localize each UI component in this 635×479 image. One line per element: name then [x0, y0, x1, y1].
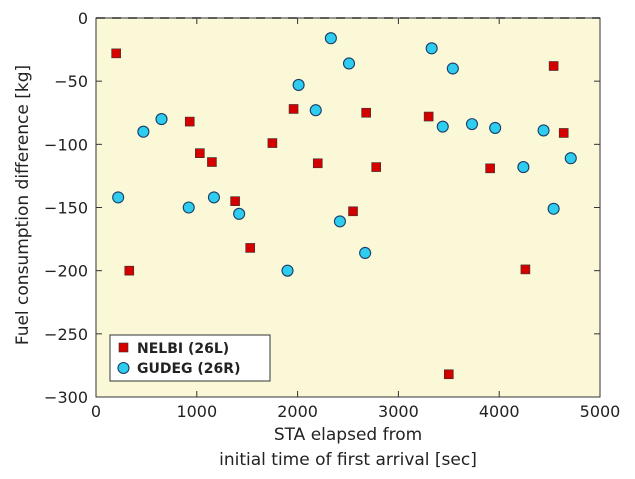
data-point-nelbi — [230, 196, 240, 206]
y-tick-label: 0 — [78, 9, 88, 28]
data-points — [111, 32, 577, 380]
data-point-gudeg — [155, 113, 168, 126]
legend-box — [109, 334, 271, 382]
data-point-gudeg — [436, 120, 449, 133]
data-point-gudeg — [233, 207, 246, 220]
x-tick-label: 3000 — [378, 402, 419, 421]
x-tick-label: 1000 — [176, 402, 217, 421]
data-point-nelbi — [195, 148, 205, 158]
data-point-nelbi — [184, 116, 195, 127]
x-axis-label-line-1: STA elapsed from — [274, 425, 422, 445]
plot-frame — [95, 17, 601, 398]
data-point-gudeg — [207, 191, 220, 204]
data-point-nelbi — [111, 48, 121, 59]
data-point-gudeg — [446, 62, 459, 75]
y-tick-label: −300 — [44, 388, 88, 407]
data-point-gudeg — [465, 118, 479, 131]
data-point-nelbi — [245, 243, 256, 253]
data-point-gudeg — [112, 191, 125, 204]
x-tick-label: 0 — [91, 402, 101, 421]
x-tick-label: 4000 — [479, 402, 520, 421]
data-point-nelbi — [423, 111, 434, 122]
y-tick-label: −50 — [54, 72, 88, 91]
data-point-nelbi — [485, 163, 495, 174]
data-point-nelbi — [371, 162, 382, 172]
data-point-nelbi — [558, 128, 569, 138]
y-tick-label: −100 — [44, 135, 88, 154]
data-point-gudeg — [342, 57, 356, 70]
data-point-gudeg — [182, 201, 195, 214]
data-point-gudeg — [333, 215, 346, 228]
data-point-gudeg — [281, 264, 294, 277]
y-axis-label: Fuel consumption difference [kg] — [13, 65, 33, 345]
legend-marker-gudeg — [117, 361, 130, 375]
data-point-gudeg — [517, 161, 530, 174]
y-tick-label: −200 — [44, 262, 88, 281]
data-point-gudeg — [324, 32, 337, 45]
data-point-nelbi — [207, 157, 217, 167]
x-tick-labels: 0 1000 2000 3000 4000 5000 — [91, 402, 620, 421]
x-axis-label-line-2: initial time of first arrival [sec] — [219, 450, 477, 470]
y-tick-label: −250 — [44, 325, 88, 344]
data-point-nelbi — [288, 104, 299, 114]
plot-area — [96, 18, 600, 397]
data-point-nelbi — [124, 265, 135, 276]
y-tick-labels: 0 −50 −100 −150 −200 −250 −300 — [44, 9, 88, 407]
data-point-nelbi — [520, 264, 531, 275]
data-point-gudeg — [359, 246, 372, 260]
data-point-nelbi — [548, 61, 559, 71]
legend-label-gudeg: GUDEG (26R) — [137, 361, 240, 377]
data-point-gudeg — [137, 125, 150, 138]
data-point-gudeg — [309, 104, 322, 117]
data-point-gudeg — [425, 42, 438, 55]
x-tick-label: 5000 — [580, 402, 621, 421]
data-point-nelbi — [267, 138, 278, 148]
data-point-gudeg — [489, 121, 502, 134]
data-point-nelbi — [443, 369, 454, 380]
legend-label-nelbi: NELBI (26L) — [137, 341, 229, 357]
data-point-nelbi — [312, 158, 323, 169]
data-point-gudeg — [537, 124, 550, 137]
x-tick-label: 2000 — [277, 402, 318, 421]
data-point-nelbi — [348, 206, 358, 217]
data-point-nelbi — [361, 107, 371, 118]
data-point-gudeg — [292, 78, 305, 92]
legend: NELBI (26L) GUDEG (26R) — [109, 334, 271, 382]
data-point-gudeg — [547, 202, 560, 215]
legend-marker-nelbi — [118, 342, 129, 353]
y-tick-label: −150 — [44, 199, 88, 218]
data-point-gudeg — [564, 152, 577, 165]
